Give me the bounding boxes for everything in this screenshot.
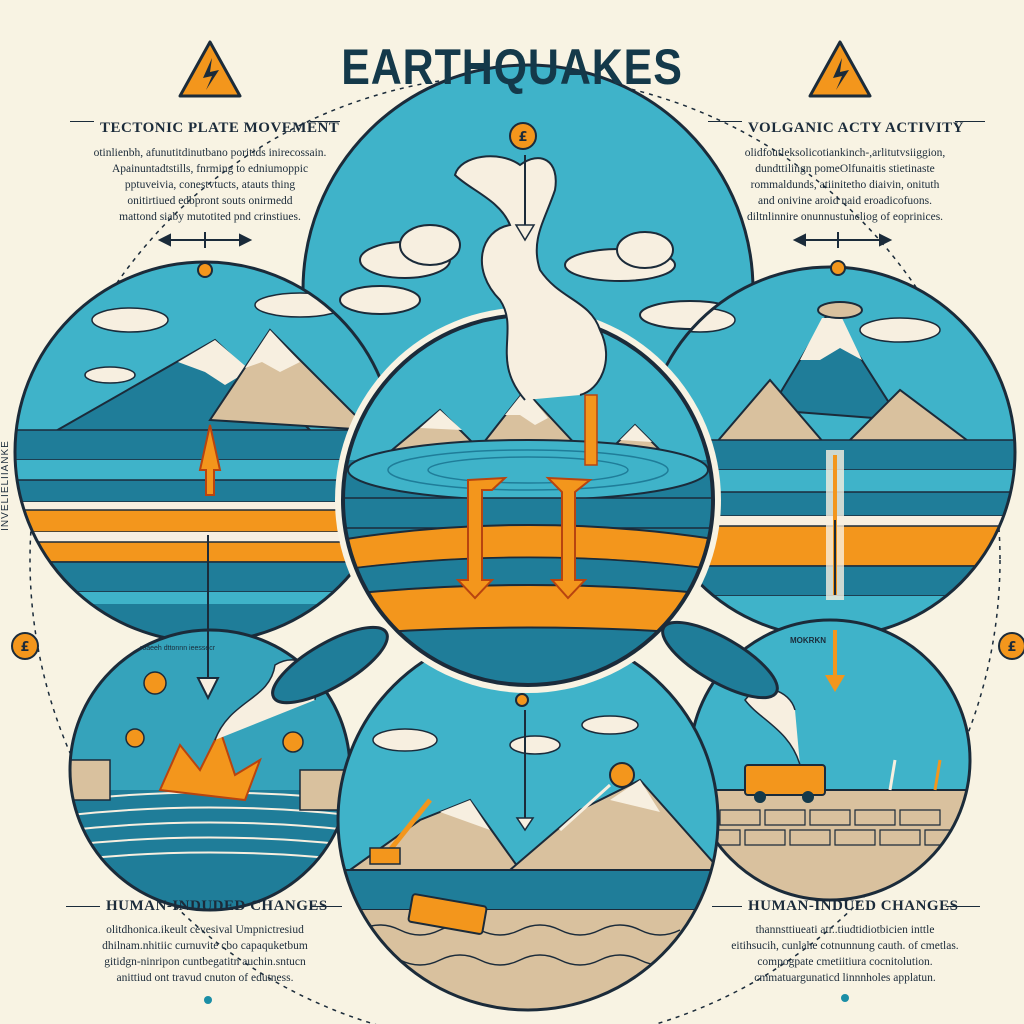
volcanic-heading: VOLGANIC ACTY ACTIVITY	[748, 120, 965, 136]
dashed-guide-ring	[29, 74, 1001, 1024]
right-paddle	[661, 620, 779, 700]
warning-icon-right	[808, 40, 872, 98]
heading-rule	[712, 906, 742, 907]
human-changes-heading-left: HUMAN-INDUDED CHANGES	[106, 898, 328, 914]
left-double-arrow	[157, 232, 253, 248]
side-vertical-label: INVELIELIIANKE	[0, 440, 11, 531]
coin-icon-right: £	[998, 632, 1024, 660]
human-changes-description-right: thannsttiueati atr..tiudtidiotbicien int…	[731, 924, 959, 984]
heading-rule	[310, 121, 340, 122]
tectonic-description: otinlienbh, afunutitdinutbano poritids i…	[93, 147, 327, 223]
tectonic-circle	[13, 260, 397, 644]
mining-circle	[336, 628, 720, 1012]
page-title: EARTHQUAKES	[341, 39, 683, 95]
bottom-left-scene-label: roaeeh dttonnn ieessecr	[140, 645, 216, 652]
human-changes-heading-right: HUMAN-INDUED CHANGES	[748, 898, 959, 914]
heading-rule	[66, 906, 100, 907]
svg-text:£: £	[518, 130, 527, 145]
human-changes-description-left: olitdhonica.ikeult cevesival Umpnictresi…	[102, 924, 308, 984]
connector-dots	[197, 260, 846, 707]
left-paddle	[271, 625, 389, 705]
coin-icon-left: £	[11, 632, 39, 660]
heading-rule	[955, 121, 985, 122]
bottom-right-scene-label: MOKRKN	[790, 636, 826, 645]
connector-arrows	[196, 520, 836, 701]
coin-icon-top: £	[509, 122, 537, 150]
volcanic-description: olidfoutleksolicotiankinch-,arlitutvsiig…	[744, 147, 946, 223]
tectonic-heading: TECTONIC PLATE MOVEMENT	[100, 120, 340, 136]
heading-rule	[946, 906, 980, 907]
heading-rule	[70, 121, 94, 122]
teal-dots	[204, 994, 849, 1004]
right-double-arrow	[792, 232, 893, 248]
heading-rule	[708, 121, 742, 122]
warning-icon-left	[178, 40, 242, 98]
svg-text:£: £	[20, 640, 29, 655]
heading-rule	[312, 906, 342, 907]
impact-circle	[68, 628, 352, 912]
svg-text:£: £	[1007, 640, 1016, 655]
smoke-plume	[453, 155, 608, 401]
